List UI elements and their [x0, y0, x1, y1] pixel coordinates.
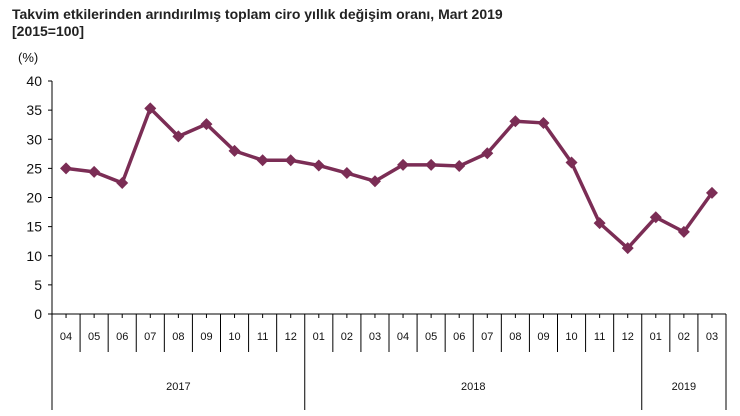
data-point-marker — [481, 147, 494, 160]
data-point-marker — [144, 102, 157, 115]
title-text: Takvim etkilerinden arındırılmış toplam … — [12, 6, 503, 22]
subtitle-text: [2015=100] — [12, 23, 85, 39]
x-tick-label: 04 — [397, 331, 409, 343]
x-tick-label: 06 — [116, 331, 128, 343]
x-tick-label: 11 — [257, 331, 268, 343]
data-point-marker — [705, 186, 718, 199]
data-point-marker — [453, 160, 466, 173]
data-point-marker — [621, 242, 634, 255]
data-point-marker — [340, 167, 353, 180]
data-point-marker — [677, 225, 690, 238]
x-tick-label: 03 — [369, 331, 381, 343]
data-point-marker — [60, 162, 73, 175]
chart-title: Takvim etkilerinden arındırılmış toplam … — [12, 6, 503, 40]
y-tick-label: 35 — [26, 102, 42, 118]
data-point-marker — [200, 118, 213, 131]
y-tick-label: 40 — [26, 73, 42, 89]
data-point-marker — [537, 116, 550, 129]
y-tick-label: 15 — [26, 219, 42, 235]
x-tick-label: 03 — [706, 331, 718, 343]
data-point-marker — [88, 165, 101, 178]
y-tick-label: 0 — [34, 306, 42, 322]
x-tick-label: 09 — [200, 331, 212, 343]
x-tick-label: 01 — [650, 331, 662, 343]
x-tick-label: 09 — [537, 331, 549, 343]
data-point-marker — [256, 154, 269, 167]
y-tick-label: 25 — [26, 160, 42, 176]
x-tick-label: 12 — [622, 331, 634, 343]
x-tick-label: 02 — [678, 331, 690, 343]
y-tick-label: 20 — [26, 190, 42, 206]
data-point-marker — [368, 175, 381, 188]
x-tick-label: 10 — [228, 331, 240, 343]
y-tick-label: 5 — [34, 277, 42, 293]
data-line — [65, 106, 714, 250]
x-tick-label: 05 — [88, 331, 100, 343]
data-point-marker — [565, 156, 578, 169]
year-label: 2018 — [461, 381, 485, 393]
x-tick-label: 07 — [144, 331, 156, 343]
year-label: 2019 — [672, 381, 696, 393]
data-point-marker — [649, 211, 662, 224]
data-point-marker — [509, 115, 522, 128]
data-point-marker — [593, 217, 606, 230]
x-tick-label: 11 — [594, 331, 605, 343]
x-tick-label: 08 — [509, 331, 521, 343]
y-tick-label: 30 — [26, 131, 42, 147]
x-tick-label: 04 — [60, 331, 72, 343]
y-tick-label: 10 — [26, 248, 42, 264]
data-point-marker — [116, 176, 129, 189]
y-axis-label: (%) — [18, 50, 38, 65]
x-tick-label: 08 — [172, 331, 184, 343]
x-tick-label: 10 — [565, 331, 577, 343]
data-point-marker — [284, 154, 297, 167]
x-tick-label: 02 — [341, 331, 353, 343]
year-label: 2017 — [166, 381, 190, 393]
data-point-marker — [425, 158, 438, 171]
data-point-marker — [228, 144, 241, 157]
data-point-marker — [312, 159, 325, 172]
x-tick-label: 01 — [313, 331, 325, 343]
x-tick-label: 12 — [285, 331, 297, 343]
x-tick-label: 05 — [425, 331, 437, 343]
x-tick-label: 07 — [481, 331, 493, 343]
x-tick-label: 06 — [453, 331, 465, 343]
data-point-marker — [397, 158, 410, 171]
data-point-marker — [172, 130, 185, 143]
